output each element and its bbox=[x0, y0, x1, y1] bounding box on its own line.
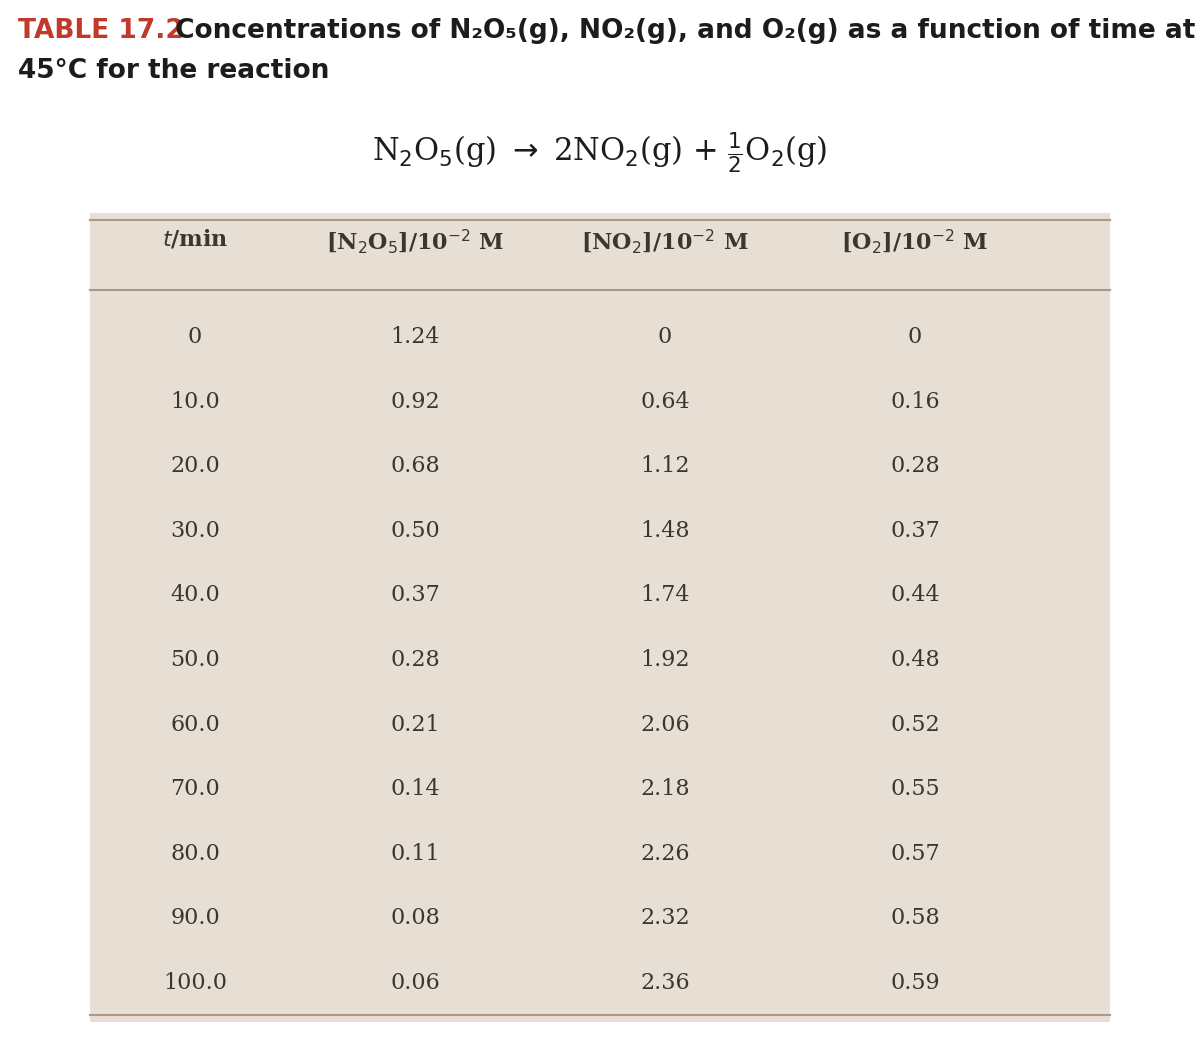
Text: 2.32: 2.32 bbox=[640, 907, 690, 929]
Text: 50.0: 50.0 bbox=[170, 649, 220, 671]
Text: 0.37: 0.37 bbox=[390, 585, 440, 607]
Text: 0.92: 0.92 bbox=[390, 391, 440, 413]
Text: TABLE 17.2: TABLE 17.2 bbox=[18, 18, 184, 44]
Text: 100.0: 100.0 bbox=[163, 972, 227, 993]
Text: 0.11: 0.11 bbox=[390, 843, 440, 865]
Text: 1.92: 1.92 bbox=[641, 649, 690, 671]
Text: 0.48: 0.48 bbox=[890, 649, 940, 671]
Text: 0.21: 0.21 bbox=[390, 713, 440, 735]
Text: 45°C for the reaction: 45°C for the reaction bbox=[18, 58, 329, 84]
Text: 0.16: 0.16 bbox=[890, 391, 940, 413]
Text: 0: 0 bbox=[908, 327, 922, 348]
Text: 0.44: 0.44 bbox=[890, 585, 940, 607]
Text: 1.74: 1.74 bbox=[641, 585, 690, 607]
Text: 0: 0 bbox=[188, 327, 202, 348]
Text: 2.26: 2.26 bbox=[641, 843, 690, 865]
Text: 0.57: 0.57 bbox=[890, 843, 940, 865]
Text: [O$_2$]/10$^{-2}$ M: [O$_2$]/10$^{-2}$ M bbox=[841, 228, 989, 256]
Text: [NO$_2$]/10$^{-2}$ M: [NO$_2$]/10$^{-2}$ M bbox=[581, 228, 749, 256]
Text: Concentrations of N₂O₅(g), NO₂(g), and O₂(g) as a function of time at: Concentrations of N₂O₅(g), NO₂(g), and O… bbox=[166, 18, 1195, 44]
Text: 0.55: 0.55 bbox=[890, 778, 940, 801]
Text: 70.0: 70.0 bbox=[170, 778, 220, 801]
Text: 0.68: 0.68 bbox=[390, 455, 440, 477]
Text: 0.28: 0.28 bbox=[390, 649, 440, 671]
Text: 0.08: 0.08 bbox=[390, 907, 440, 929]
Text: 0.64: 0.64 bbox=[640, 391, 690, 413]
Text: 0.52: 0.52 bbox=[890, 713, 940, 735]
Text: 0.58: 0.58 bbox=[890, 907, 940, 929]
Text: 1.12: 1.12 bbox=[641, 455, 690, 477]
Text: 30.0: 30.0 bbox=[170, 520, 220, 542]
Text: 1.24: 1.24 bbox=[390, 327, 439, 348]
Text: 20.0: 20.0 bbox=[170, 455, 220, 477]
Text: 0.59: 0.59 bbox=[890, 972, 940, 993]
Text: 0.28: 0.28 bbox=[890, 455, 940, 477]
Text: 90.0: 90.0 bbox=[170, 907, 220, 929]
Text: $t$/min: $t$/min bbox=[162, 228, 228, 251]
Text: 0.14: 0.14 bbox=[390, 778, 440, 801]
Text: 0.50: 0.50 bbox=[390, 520, 440, 542]
Text: [N$_2$O$_5$]/10$^{-2}$ M: [N$_2$O$_5$]/10$^{-2}$ M bbox=[326, 228, 504, 256]
Text: 2.36: 2.36 bbox=[640, 972, 690, 993]
Text: 10.0: 10.0 bbox=[170, 391, 220, 413]
Text: 2.18: 2.18 bbox=[640, 778, 690, 801]
Text: 0: 0 bbox=[658, 327, 672, 348]
Text: 0.06: 0.06 bbox=[390, 972, 440, 993]
Text: 1.48: 1.48 bbox=[640, 520, 690, 542]
Text: N$_2$O$_5$(g) $\rightarrow$ 2NO$_2$(g) + $\frac{1}{2}$O$_2$(g): N$_2$O$_5$(g) $\rightarrow$ 2NO$_2$(g) +… bbox=[372, 130, 828, 175]
Text: 60.0: 60.0 bbox=[170, 713, 220, 735]
Text: 2.06: 2.06 bbox=[640, 713, 690, 735]
FancyBboxPatch shape bbox=[90, 213, 1110, 1022]
Text: 40.0: 40.0 bbox=[170, 585, 220, 607]
Text: 0.37: 0.37 bbox=[890, 520, 940, 542]
Text: 80.0: 80.0 bbox=[170, 843, 220, 865]
